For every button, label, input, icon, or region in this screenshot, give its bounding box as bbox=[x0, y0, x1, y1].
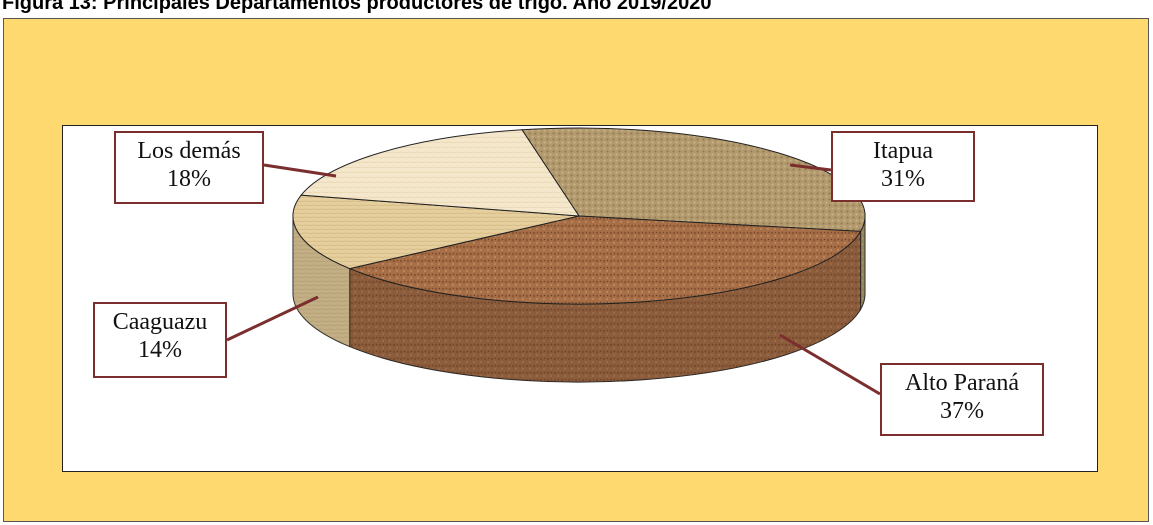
callout-name: Alto Paraná bbox=[905, 370, 1019, 396]
leader-line-3 bbox=[263, 163, 337, 178]
slice-los-dem-s bbox=[300, 129, 580, 217]
figure-title: Figura 13: Principales Departamentos pro… bbox=[2, 0, 712, 14]
slice-caaguazu bbox=[292, 194, 580, 270]
callout-caaguazu: Caaguazu 14% bbox=[93, 302, 227, 378]
callout-value: 18% bbox=[167, 166, 211, 192]
callout-value: 37% bbox=[940, 398, 984, 424]
slice-side-2 bbox=[292, 215, 351, 348]
slice-itapua bbox=[521, 127, 866, 232]
callout-name: Itapua bbox=[873, 138, 933, 164]
callout-name: Los demás bbox=[137, 138, 241, 164]
callout-name: Caaguazu bbox=[112, 309, 208, 335]
callout-value: 31% bbox=[881, 166, 925, 192]
callout-los-demas: Los demás 18% bbox=[114, 131, 264, 204]
callout-alto-parana: Alto Paraná 37% bbox=[880, 363, 1044, 436]
callout-value: 14% bbox=[138, 337, 182, 363]
leader-line-0 bbox=[789, 163, 832, 172]
leader-line-2 bbox=[226, 295, 319, 342]
leader-line-1 bbox=[779, 333, 881, 396]
callout-itapua: Itapua 31% bbox=[831, 131, 975, 202]
slice-alto-paran- bbox=[348, 215, 862, 305]
